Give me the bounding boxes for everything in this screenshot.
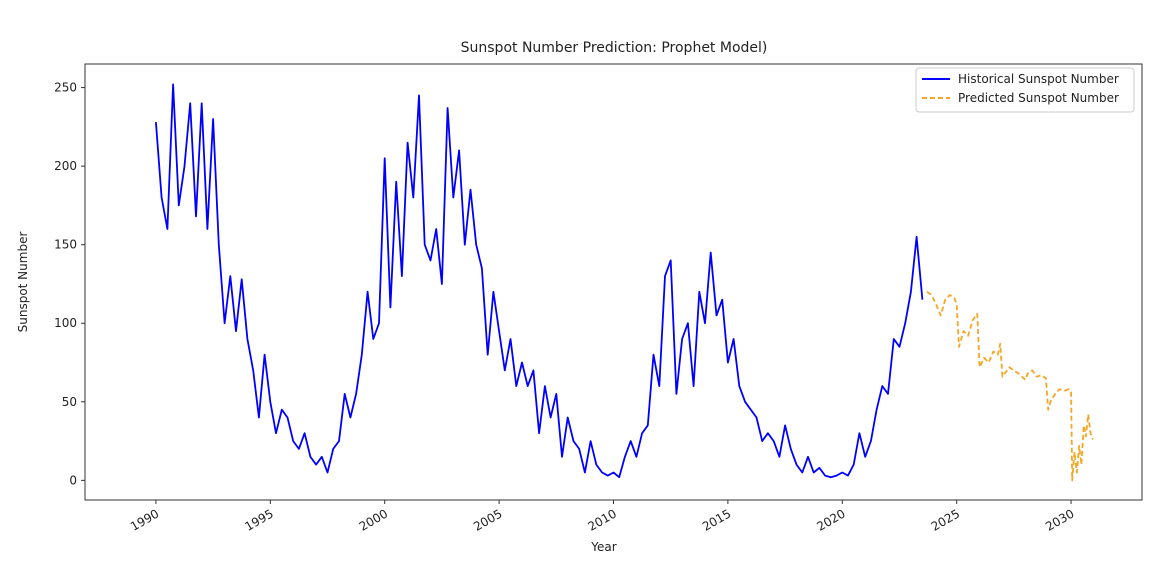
series-lines xyxy=(155,83,1094,482)
x-axis: 1990 1995 2000 2005 2010 2015 2020 2025 2030 xyxy=(128,500,1077,534)
x-tick-label: 1990 xyxy=(128,506,161,533)
x-tick-label: 2000 xyxy=(357,506,390,533)
x-tick-label: 2020 xyxy=(814,506,847,533)
legend: Historical Sunspot Number Predicted Suns… xyxy=(915,67,1135,113)
y-axis: 0 50 100 150 200 250 xyxy=(54,81,85,487)
x-tick-label: 2010 xyxy=(586,506,619,533)
y-axis-label: Sunspot Number xyxy=(16,232,30,333)
x-axis-label: Year xyxy=(590,540,616,554)
predicted-series-line xyxy=(926,291,1094,482)
y-tick-label: 250 xyxy=(54,81,77,95)
legend-label-predicted: Predicted Sunspot Number xyxy=(958,91,1119,105)
plot-area xyxy=(84,63,1143,501)
y-tick-label: 50 xyxy=(62,395,77,409)
y-tick-label: 200 xyxy=(54,159,77,173)
y-tick-label: 0 xyxy=(69,473,77,487)
chart-title: Sunspot Number Prediction: Prophet Model… xyxy=(461,40,768,56)
y-tick-label: 150 xyxy=(54,238,77,252)
x-tick-label: 1995 xyxy=(242,506,275,533)
x-tick-label: 2025 xyxy=(929,506,962,533)
x-tick-label: 2030 xyxy=(1043,506,1076,533)
historical-series-line xyxy=(155,83,924,479)
y-tick-label: 100 xyxy=(54,316,77,330)
x-tick-label: 2005 xyxy=(471,506,504,533)
legend-box xyxy=(915,67,1135,113)
legend-label-historical: Historical Sunspot Number xyxy=(958,72,1119,86)
x-tick-label: 2015 xyxy=(700,506,733,533)
